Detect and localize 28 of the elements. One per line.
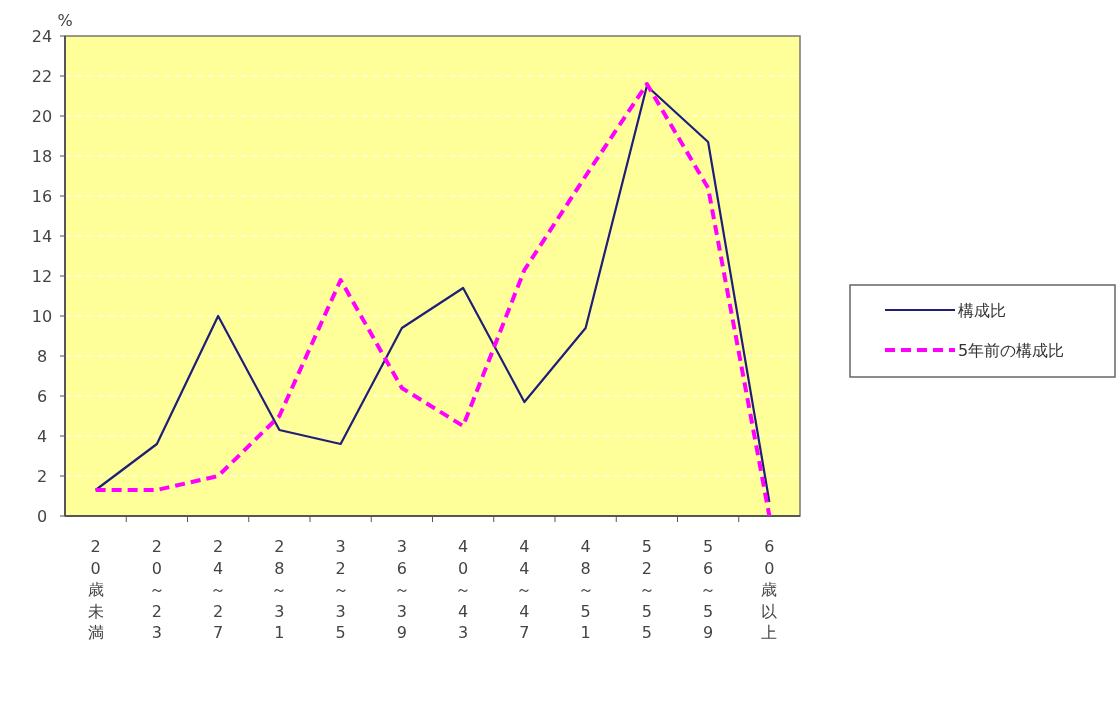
y-tick-label: 12	[31, 267, 53, 286]
x-tick-label: 24～27	[210, 536, 227, 644]
y-tick-label: 16	[31, 187, 53, 206]
y-tick-label: 0	[36, 507, 48, 526]
x-tick-label: 44～47	[516, 536, 533, 644]
y-tick-label: 22	[31, 67, 53, 86]
x-tick-label: 48～51	[577, 536, 594, 644]
x-tick-label: 20～23	[148, 536, 165, 644]
y-tick-label: 18	[31, 147, 53, 166]
y-tick-label: 8	[36, 347, 48, 366]
x-tick-label: 56～59	[700, 536, 717, 644]
y-tick-label: 4	[36, 427, 48, 446]
y-axis-title: %	[57, 11, 73, 30]
y-tick-label: 14	[31, 227, 53, 246]
y-tick-label: 20	[31, 107, 53, 126]
y-tick-label: 24	[31, 27, 53, 46]
x-tick-label: 40～43	[455, 536, 472, 644]
x-tick-label: 32～35	[332, 536, 349, 644]
x-tick-label: 52～55	[638, 536, 655, 644]
legend-label: 5年前の構成比	[958, 341, 1065, 360]
x-tick-label: 20歳未満	[87, 536, 104, 644]
legend-label: 構成比	[958, 301, 1006, 320]
x-tick-label: 36～39	[393, 536, 410, 644]
x-tick-label: 60歳以上	[761, 536, 778, 644]
y-tick-label: 2	[36, 467, 48, 486]
y-tick-label: 10	[31, 307, 53, 326]
x-tick-label: 28～31	[271, 536, 288, 644]
y-tick-label: 6	[36, 387, 48, 406]
